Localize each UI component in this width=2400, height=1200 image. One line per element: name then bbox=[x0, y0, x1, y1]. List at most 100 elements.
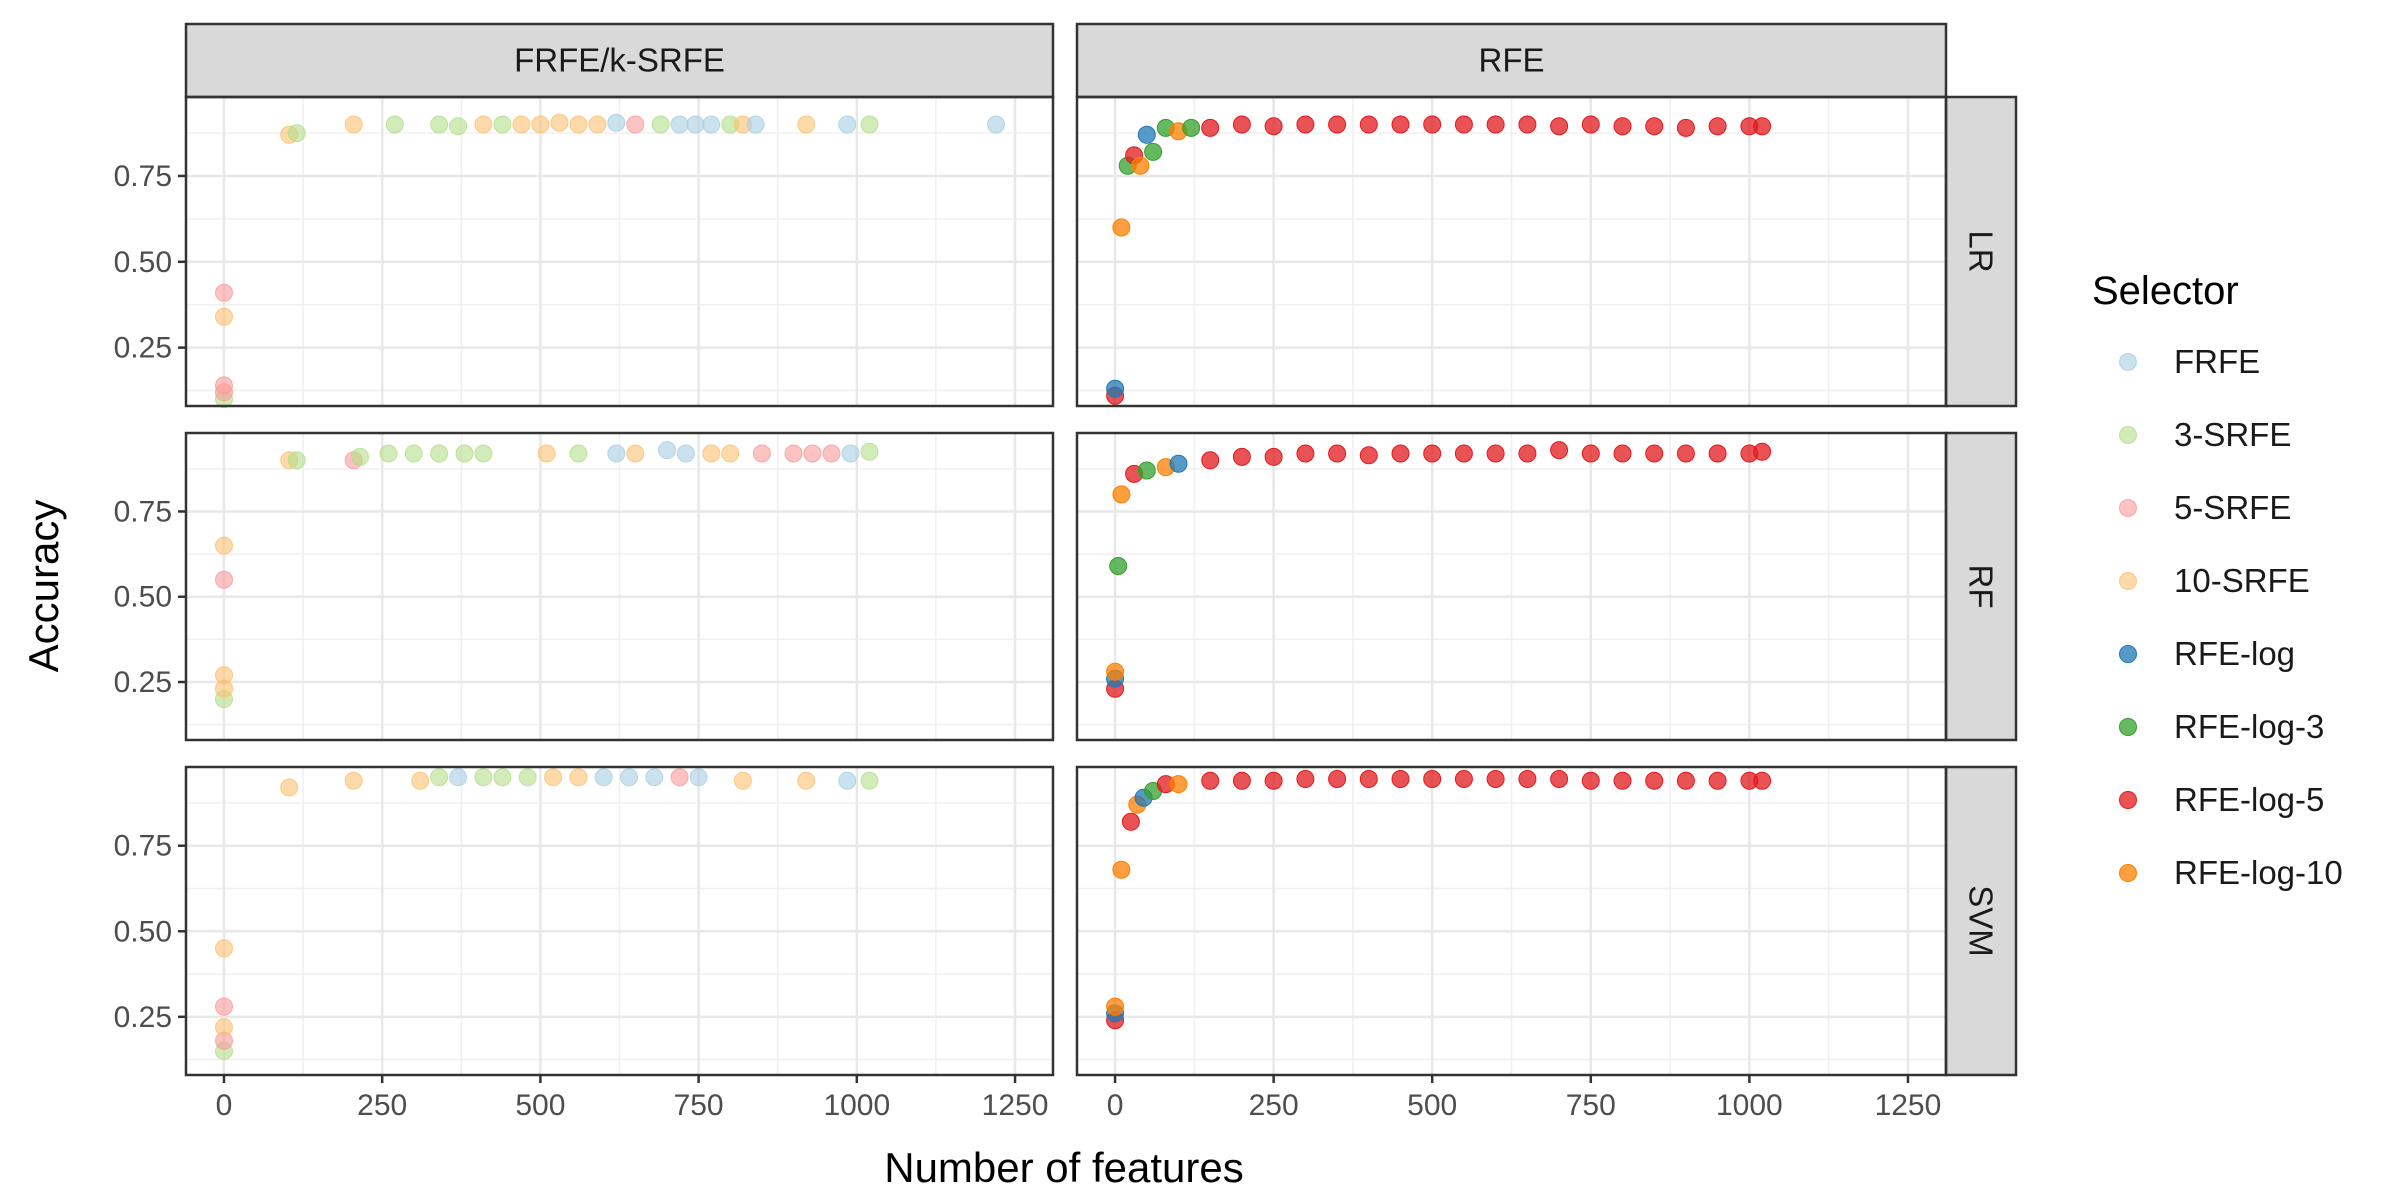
data-point bbox=[1486, 444, 1505, 463]
data-point bbox=[670, 115, 689, 134]
x-tick-label: 0 bbox=[1107, 1089, 1124, 1122]
data-point bbox=[594, 768, 613, 787]
data-point bbox=[689, 768, 708, 787]
data-point bbox=[344, 115, 363, 134]
data-point bbox=[838, 115, 857, 134]
data-point bbox=[702, 444, 721, 463]
data-point bbox=[1296, 770, 1315, 788]
data-point bbox=[1106, 379, 1125, 398]
data-point bbox=[860, 442, 879, 461]
x-tick-label: 250 bbox=[1249, 1089, 1299, 1122]
data-point bbox=[215, 376, 233, 395]
data-point bbox=[1169, 775, 1188, 794]
data-point bbox=[287, 451, 306, 470]
data-point bbox=[474, 444, 493, 463]
data-point bbox=[588, 115, 607, 134]
data-point bbox=[1391, 444, 1410, 463]
data-point bbox=[1106, 997, 1125, 1016]
facet-panel-rfe-svm bbox=[1077, 767, 1946, 1075]
data-point bbox=[1518, 770, 1537, 788]
panel-border bbox=[184, 431, 1055, 742]
data-point bbox=[702, 115, 721, 134]
data-point bbox=[841, 444, 860, 463]
data-point bbox=[784, 444, 803, 463]
data-point bbox=[215, 536, 233, 555]
legend-label: 3-SRFE bbox=[2174, 416, 2291, 453]
data-point bbox=[676, 444, 695, 463]
data-point bbox=[493, 115, 512, 134]
points-rfe-svm bbox=[1106, 770, 1772, 1030]
panel-border bbox=[1075, 431, 1948, 742]
data-point bbox=[1137, 125, 1156, 144]
data-point bbox=[1112, 485, 1131, 504]
row-strip bbox=[1944, 765, 2018, 1077]
data-point bbox=[1676, 118, 1695, 137]
data-point bbox=[1264, 771, 1283, 790]
data-point bbox=[215, 666, 233, 685]
data-point bbox=[215, 283, 233, 302]
data-point bbox=[1676, 444, 1695, 463]
data-point bbox=[1518, 444, 1537, 463]
data-point bbox=[670, 768, 689, 787]
facet-panel-rfe-lr bbox=[1077, 97, 1946, 406]
data-point bbox=[1169, 454, 1188, 473]
column-strip-label: FRFE/k-SRFE bbox=[514, 42, 725, 79]
data-point bbox=[822, 444, 841, 463]
data-point bbox=[1232, 115, 1251, 134]
data-point bbox=[1613, 117, 1632, 136]
data-point bbox=[838, 771, 857, 790]
data-point bbox=[215, 570, 233, 589]
legend-label: RFE-log-10 bbox=[2174, 854, 2343, 891]
x-tick-label: 1250 bbox=[1875, 1089, 1942, 1122]
data-point bbox=[1423, 115, 1442, 134]
data-point bbox=[626, 444, 645, 463]
data-point bbox=[1144, 142, 1163, 161]
data-point bbox=[1423, 444, 1442, 463]
data-point bbox=[1391, 770, 1410, 788]
x-tick-label: 750 bbox=[1566, 1089, 1616, 1122]
data-point bbox=[1581, 771, 1600, 790]
data-point bbox=[658, 441, 676, 460]
data-point bbox=[430, 444, 449, 463]
data-point bbox=[430, 115, 449, 134]
x-tick-label: 250 bbox=[357, 1089, 407, 1122]
data-point bbox=[1137, 461, 1156, 480]
data-point bbox=[1328, 115, 1347, 134]
data-point bbox=[569, 768, 588, 787]
data-point bbox=[512, 115, 531, 134]
panel-border bbox=[1075, 765, 1948, 1077]
data-point bbox=[1753, 442, 1772, 461]
facet-panel-rfe-rf bbox=[1077, 433, 1946, 740]
data-point bbox=[474, 768, 493, 787]
data-point bbox=[1645, 444, 1664, 463]
data-point bbox=[1131, 156, 1150, 175]
data-point bbox=[1550, 441, 1569, 460]
data-point bbox=[1423, 770, 1442, 788]
data-point bbox=[531, 115, 550, 134]
points-frfe-k-srfe-svm bbox=[215, 768, 879, 1060]
legend-key bbox=[2119, 499, 2137, 517]
legend-label: 10-SRFE bbox=[2174, 562, 2310, 599]
data-point bbox=[569, 444, 588, 463]
x-axis-title: Number of features bbox=[884, 1144, 1244, 1191]
data-point bbox=[1359, 115, 1378, 134]
data-point bbox=[1112, 218, 1131, 237]
data-point bbox=[1550, 117, 1569, 136]
x-tick-label: 750 bbox=[674, 1089, 724, 1122]
data-point bbox=[430, 768, 449, 787]
data-point bbox=[455, 444, 474, 463]
legend-key bbox=[2119, 718, 2137, 736]
data-point bbox=[1391, 115, 1410, 134]
data-point bbox=[1613, 444, 1632, 463]
legend-key bbox=[2119, 353, 2137, 371]
data-point bbox=[1454, 444, 1473, 463]
data-point bbox=[1359, 446, 1378, 465]
data-point bbox=[1645, 117, 1664, 136]
data-point bbox=[1106, 662, 1125, 681]
data-point bbox=[1296, 115, 1315, 134]
legend-key bbox=[2119, 791, 2137, 809]
column-strip-label: RFE bbox=[1479, 42, 1545, 79]
column-strip bbox=[184, 22, 1055, 99]
data-point bbox=[280, 778, 299, 797]
x-tick-label: 1000 bbox=[1716, 1089, 1783, 1122]
